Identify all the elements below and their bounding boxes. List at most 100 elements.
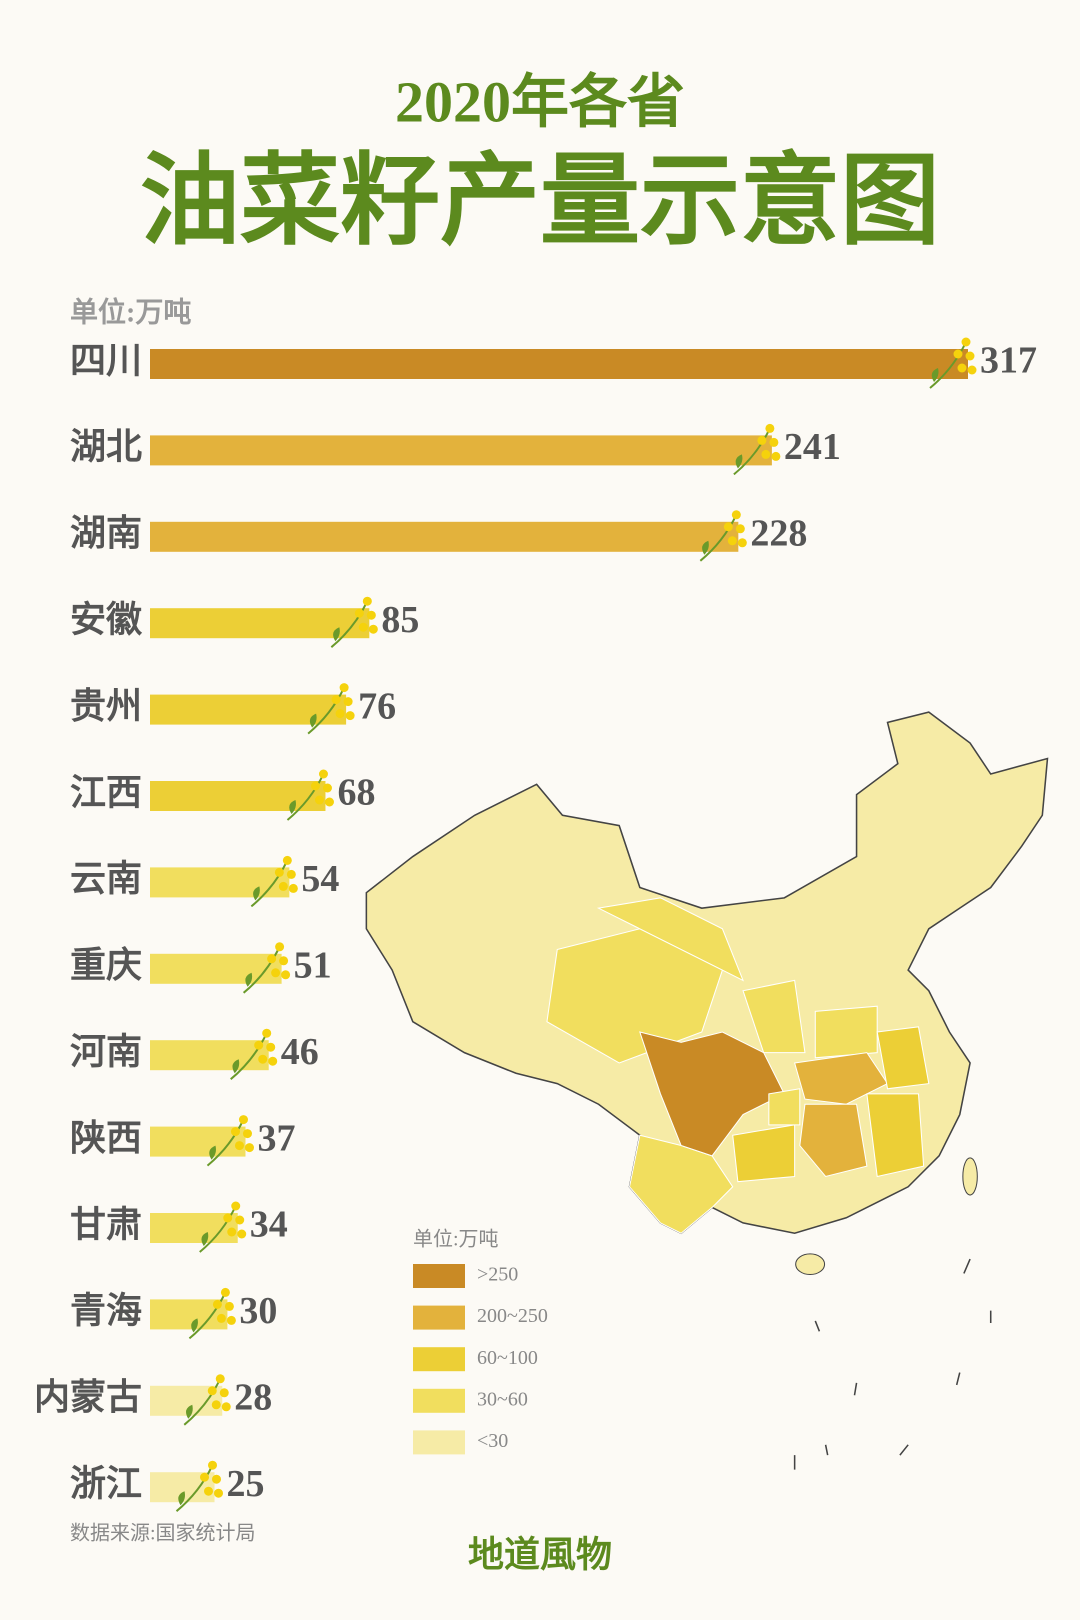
value-label: 54 <box>301 858 339 900</box>
map-border-dash <box>793 1258 992 1470</box>
category-label: 重庆 <box>70 945 142 985</box>
flower-petal <box>200 1472 210 1482</box>
flower-petal <box>220 1287 230 1297</box>
category-label: 云南 <box>70 859 142 899</box>
legend-swatch <box>413 1347 465 1372</box>
flower-leaf <box>178 1491 186 1506</box>
legend-label: 200~250 <box>477 1305 548 1327</box>
map-region <box>639 1031 786 1157</box>
map-legend: >250 200~250 60~100 30~60 <30 <box>413 1264 548 1455</box>
flower-leaf <box>289 800 296 814</box>
flower-petal <box>322 783 332 793</box>
flower-petal <box>731 510 741 520</box>
map-island <box>795 1253 826 1276</box>
map-region <box>866 1093 925 1178</box>
flower-petal <box>318 769 328 779</box>
flower-petal <box>268 1056 278 1066</box>
value-label: 317 <box>980 340 1037 382</box>
map-island <box>962 1157 978 1196</box>
flower-petal <box>737 538 747 548</box>
flower-petal <box>757 435 767 445</box>
flower-stem <box>183 1378 222 1426</box>
bar <box>150 867 290 898</box>
flower-petal <box>211 1400 221 1410</box>
flower-petal <box>208 1460 218 1470</box>
flower-petal <box>965 351 975 361</box>
map-region <box>596 897 745 982</box>
flower-petal <box>227 1227 237 1237</box>
flower-leaf <box>186 1404 193 1419</box>
flower-petal <box>310 781 320 791</box>
flower-petal <box>242 1129 252 1139</box>
map-region <box>742 979 806 1054</box>
flower-leaf <box>253 886 260 901</box>
flower-petal <box>266 1042 276 1052</box>
flower-petal <box>339 683 349 693</box>
bar <box>150 608 370 639</box>
flower-petal <box>281 970 291 980</box>
flower-petal <box>358 622 368 632</box>
value-label: 25 <box>227 1463 265 1505</box>
flower-petal <box>223 1213 233 1223</box>
legend-swatch <box>413 1430 465 1455</box>
flower-leaf <box>735 454 743 469</box>
category-label: 湖北 <box>70 427 142 467</box>
flower-petal <box>271 968 281 978</box>
legend-label: 60~100 <box>477 1347 538 1369</box>
flower-petal <box>723 522 733 532</box>
bar <box>150 521 739 552</box>
category-label: 甘肃 <box>70 1204 142 1244</box>
flower-petal <box>967 365 977 375</box>
flower-petal <box>286 869 296 879</box>
flower-petal <box>735 524 745 534</box>
flower-leaf <box>232 1059 240 1074</box>
flower-petal <box>207 1386 217 1396</box>
flower-petal <box>274 867 284 877</box>
map-region <box>768 1088 801 1126</box>
value-label: 30 <box>239 1290 277 1332</box>
flower-petal <box>275 942 285 952</box>
title-year: 2020年各省 <box>395 69 685 134</box>
category-label: 浙江 <box>70 1463 142 1503</box>
category-label: 内蒙古 <box>34 1377 142 1417</box>
flower-stem <box>230 1032 268 1080</box>
value-label: 28 <box>234 1377 272 1419</box>
flower-leaf <box>201 1232 209 1246</box>
category-label: 安徽 <box>70 599 143 639</box>
flower-petal <box>224 1301 234 1311</box>
value-label: 51 <box>294 945 332 987</box>
value-label: 34 <box>250 1204 288 1246</box>
flower-petal <box>335 709 345 719</box>
flower-stem <box>206 1119 245 1167</box>
flower-petal <box>219 1388 229 1398</box>
category-label: 陕西 <box>70 1118 142 1158</box>
brand: 地道風物 <box>468 1534 612 1574</box>
flower-petal <box>362 596 372 606</box>
legend-label: >250 <box>477 1264 518 1286</box>
flower-petal <box>244 1143 254 1153</box>
flower-petal <box>212 1474 222 1484</box>
map-region <box>814 1005 878 1059</box>
flower-petal <box>368 624 378 634</box>
flower-petal <box>354 608 364 618</box>
bar <box>150 953 282 984</box>
china-map <box>365 711 1049 1470</box>
title: 油菜籽产量示意图 <box>140 146 940 257</box>
flower-petal <box>212 1299 222 1309</box>
flower-leaf <box>931 368 939 382</box>
legend-label: <30 <box>477 1430 508 1452</box>
flower-stem <box>307 687 346 735</box>
flower-petal <box>343 697 353 707</box>
bar <box>150 1040 269 1071</box>
unit-label: 单位:万吨 <box>70 295 191 328</box>
flower-stem <box>286 773 325 821</box>
flower-leaf <box>245 972 253 987</box>
bar-chart: 四川 317 湖北 241 湖南 228 安徽 85 贵州 76 江西 68 云南 54 重庆 51 河南 46 陕… <box>34 337 1037 1512</box>
flower-petal <box>727 536 737 546</box>
flower-petal <box>221 1402 231 1412</box>
flower-stem <box>175 1464 214 1512</box>
category-label: 江西 <box>70 772 142 812</box>
bar <box>150 781 326 811</box>
bar <box>150 435 772 466</box>
flower-stem <box>929 341 967 389</box>
